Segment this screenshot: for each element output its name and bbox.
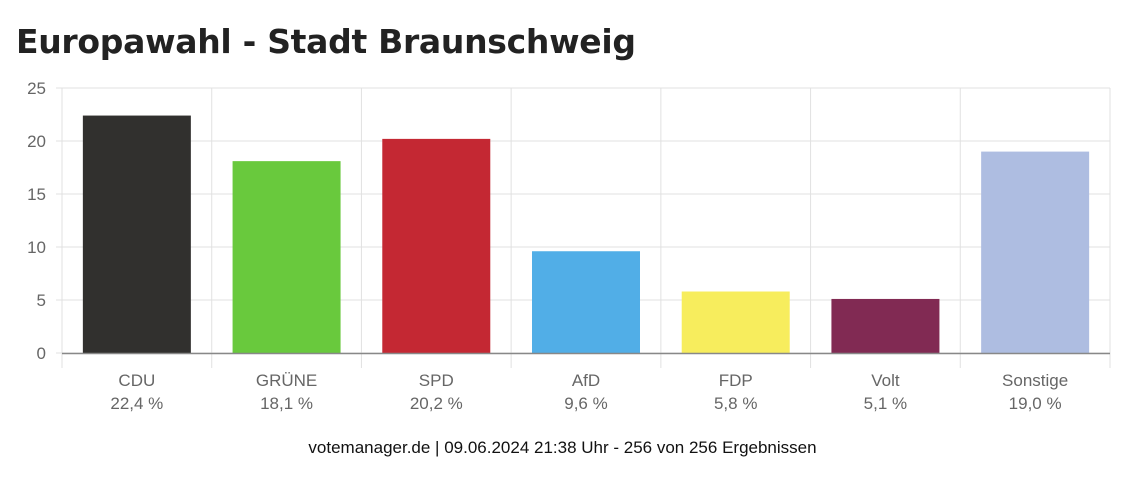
- y-tick-label: 0: [37, 344, 46, 363]
- bar-grüne: [232, 161, 341, 353]
- bar-volt: [831, 298, 940, 353]
- data-label: 5,8 %: [714, 394, 757, 413]
- x-tick-label: Volt: [871, 371, 900, 390]
- y-tick-label: 10: [27, 238, 46, 257]
- x-tick-label: GRÜNE: [256, 371, 317, 390]
- data-label: 18,1 %: [260, 394, 313, 413]
- bar-afd: [532, 251, 640, 353]
- bar-fdp: [681, 291, 790, 353]
- bar-spd: [382, 138, 491, 353]
- data-label: 19,0 %: [1009, 394, 1062, 413]
- data-label: 5,1 %: [864, 394, 907, 413]
- footer-source: votemanager.de | 09.06.2024 21:38 Uhr - …: [308, 438, 817, 457]
- y-tick-label: 15: [27, 185, 46, 204]
- x-tick-label: CDU: [118, 371, 155, 390]
- x-tick-label: FDP: [719, 371, 753, 390]
- data-label: 9,6 %: [564, 394, 607, 413]
- y-tick-label: 25: [27, 79, 46, 98]
- x-tick-label: Sonstige: [1002, 371, 1068, 390]
- bar-sonstige: [981, 151, 1090, 353]
- chart-title: Europawahl - Stadt Braunschweig: [16, 22, 636, 61]
- bar-cdu: [82, 115, 191, 353]
- y-tick-label: 20: [27, 132, 46, 151]
- y-tick-label: 5: [37, 291, 46, 310]
- data-label: 22,4 %: [110, 394, 163, 413]
- x-tick-label: AfD: [572, 371, 600, 390]
- data-label: 20,2 %: [410, 394, 463, 413]
- x-tick-label: SPD: [419, 371, 454, 390]
